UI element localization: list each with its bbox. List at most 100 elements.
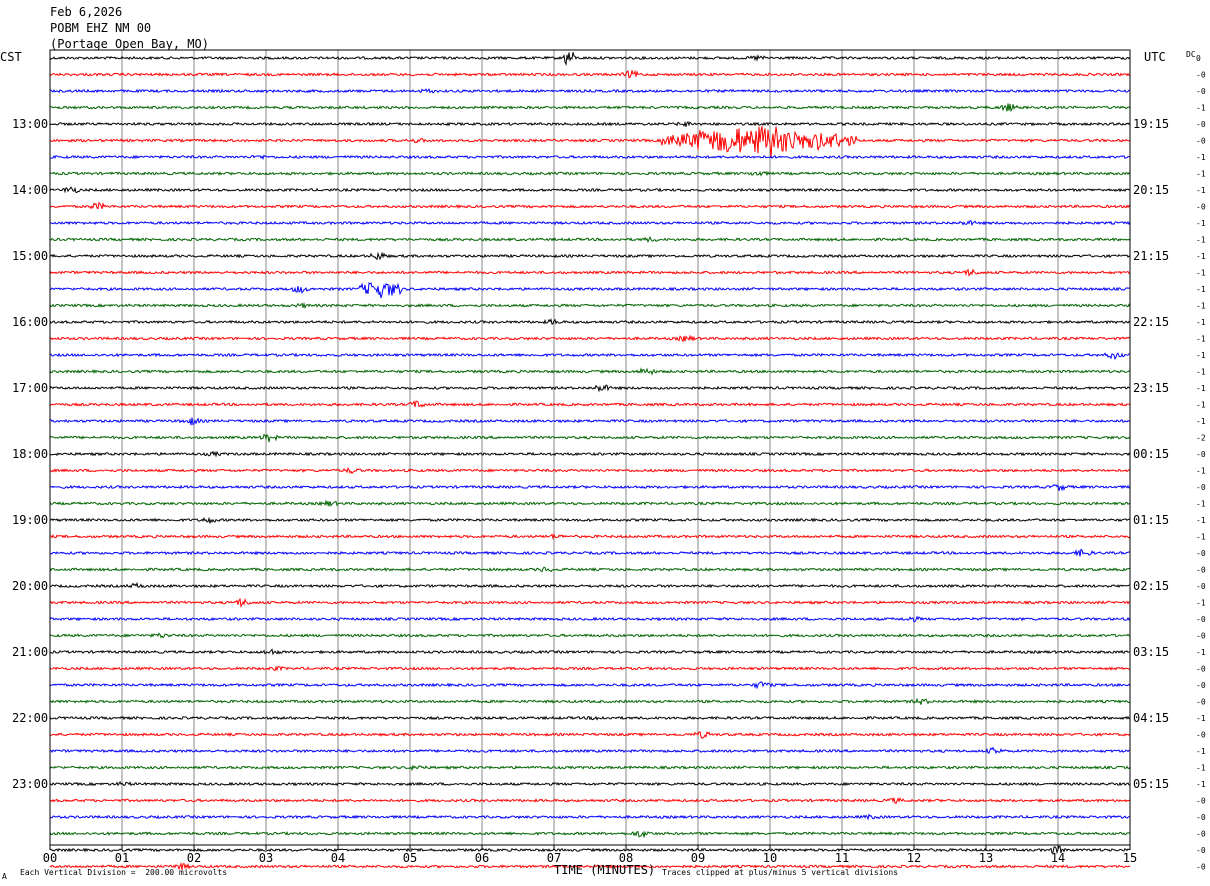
trace-row-31 <box>49 566 1131 573</box>
x-axis-ticks: 00 01 02 03 04 05 06 07 08 09 10 11 12 13 14 15 <box>43 845 1137 865</box>
cst-hour-labels: 13:00 14:00 15:00 16:00 17:00 18:00 19:00 20:00… <box>12 117 48 791</box>
trace-row-12 <box>49 251 1131 261</box>
trace-row-15 <box>49 301 1131 310</box>
trace-row-14 <box>49 282 1130 299</box>
trace-row-28 <box>49 516 1131 524</box>
utc-label-00:15: 00:15 <box>1133 447 1169 461</box>
cst-label-14:00: 14:00 <box>12 183 48 197</box>
dc-offset-45: -0 <box>1196 797 1206 806</box>
trace-row-45 <box>49 797 1131 804</box>
trace-row-43 <box>49 764 1131 772</box>
utc-label-20:15: 20:15 <box>1133 183 1169 197</box>
utc-label-03:15: 03:15 <box>1133 645 1169 659</box>
trace-row-1 <box>49 69 1131 79</box>
trace-row-48 <box>49 845 1131 855</box>
trace-row-5 <box>49 126 1131 159</box>
trace-row-13 <box>49 268 1131 277</box>
dc-offset-5: -0 <box>1196 137 1206 146</box>
trace-row-3 <box>49 103 1131 113</box>
trace-row-36 <box>49 648 1131 656</box>
dc-offset-18: -1 <box>1196 351 1206 360</box>
trace-row-44 <box>49 780 1131 787</box>
dc-offset-28: -1 <box>1196 516 1206 525</box>
trace-row-32 <box>49 581 1131 589</box>
dc-offset-42: -1 <box>1196 747 1206 756</box>
trace-row-46 <box>49 813 1131 821</box>
dc-offset-3: -1 <box>1196 104 1206 113</box>
dc-offset-14: -1 <box>1196 285 1206 294</box>
dc-offset-37: -0 <box>1196 665 1206 674</box>
utc-label-19:15: 19:15 <box>1133 117 1169 131</box>
utc-label-04:15: 04:15 <box>1133 711 1169 725</box>
x-tick-label-00: 00 <box>43 851 57 865</box>
trace-row-19 <box>49 367 1131 376</box>
trace-row-4 <box>49 120 1131 127</box>
dc-offset-20: -1 <box>1196 384 1206 393</box>
scale-note: Each Vertical Division = 200.00 microvol… <box>20 868 228 877</box>
trace-row-18 <box>49 352 1131 361</box>
x-tick-label-03: 03 <box>259 851 273 865</box>
header-station: POBM EHZ NM 00 <box>50 21 152 35</box>
dc-offset-26: -0 <box>1196 483 1206 492</box>
trace-row-17 <box>49 334 1131 343</box>
cst-label-23:00: 23:00 <box>12 777 48 791</box>
dc-offset-6: -1 <box>1196 153 1206 162</box>
dc-offset-29: -1 <box>1196 533 1206 542</box>
trace-row-42 <box>49 746 1131 755</box>
x-tick-label-10: 10 <box>763 851 777 865</box>
trace-row-2 <box>49 88 1131 94</box>
utc-hour-labels: 19:15 20:15 21:15 22:15 23:15 00:15 01:15 02:15… <box>1133 117 1169 791</box>
trace-row-25 <box>49 466 1131 475</box>
trace-row-29 <box>49 533 1131 540</box>
dc-offset-48: -0 <box>1196 846 1206 855</box>
utc-label-01:15: 01:15 <box>1133 513 1169 527</box>
x-tick-label-01: 01 <box>115 851 129 865</box>
dc-offset-2: -0 <box>1196 87 1206 96</box>
trace-row-34 <box>49 615 1131 623</box>
cst-label-20:00: 20:00 <box>12 579 48 593</box>
trace-row-35 <box>49 632 1131 639</box>
dc-offset-24: -0 <box>1196 450 1206 459</box>
trace-row-24 <box>49 450 1131 458</box>
header-date: Feb 6,2026 <box>50 5 123 19</box>
trace-row-41 <box>49 730 1131 739</box>
dc-offset-36: -1 <box>1196 648 1206 657</box>
x-tick-label-04: 04 <box>331 851 345 865</box>
dc-offset-43: -1 <box>1196 764 1206 773</box>
dc-offset-4: -0 <box>1196 120 1206 129</box>
trace-row-37 <box>49 665 1131 672</box>
dc-offset-10: -1 <box>1196 219 1206 228</box>
x-tick-label-06: 06 <box>475 851 489 865</box>
dc-offset-19: -1 <box>1196 368 1206 377</box>
dc-axis-title: DC <box>1186 50 1196 59</box>
cst-label-16:00: 16:00 <box>12 315 48 329</box>
dc-offset-7: -1 <box>1196 170 1206 179</box>
dc-offset-32: -0 <box>1196 582 1206 591</box>
dc-offset-0: 0 <box>1196 54 1201 63</box>
clip-note: Traces clipped at plus/minus 5 vertical … <box>662 868 899 877</box>
dc-offset-39: -0 <box>1196 698 1206 707</box>
utc-label-22:15: 22:15 <box>1133 315 1169 329</box>
trace-row-10 <box>49 220 1131 227</box>
dc-offset-49: -0 <box>1196 863 1206 872</box>
x-tick-label-02: 02 <box>187 851 201 865</box>
dc-offset-33: -1 <box>1196 599 1206 608</box>
dc-offset-25: -1 <box>1196 467 1206 476</box>
cst-label-17:00: 17:00 <box>12 381 48 395</box>
x-axis-title: TIME (MINUTES) <box>554 863 656 877</box>
trace-row-8 <box>49 186 1131 194</box>
dc-offset-35: -0 <box>1196 632 1206 641</box>
trace-row-47 <box>49 830 1131 838</box>
cst-label-18:00: 18:00 <box>12 447 48 461</box>
cst-label-13:00: 13:00 <box>12 117 48 131</box>
trace-row-33 <box>49 597 1131 608</box>
x-tick-label-14: 14 <box>1051 851 1065 865</box>
dc-offset-23: -2 <box>1196 434 1206 443</box>
dc-offset-9: -0 <box>1196 203 1206 212</box>
trace-row-30 <box>49 548 1131 557</box>
trace-row-7 <box>50 170 1131 177</box>
x-tick-label-13: 13 <box>979 851 993 865</box>
header: Feb 6,2026 POBM EHZ NM 00 (Portage Open … <box>50 4 209 52</box>
trace-row-9 <box>49 201 1131 210</box>
